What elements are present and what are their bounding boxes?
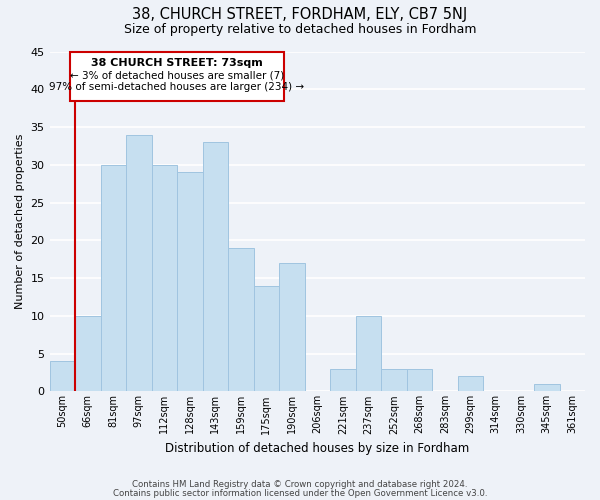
Bar [203,142,228,392]
Bar [381,368,407,392]
Bar [177,172,203,392]
Text: 38 CHURCH STREET: 73sqm: 38 CHURCH STREET: 73sqm [91,58,263,68]
Text: Contains public sector information licensed under the Open Government Licence v3: Contains public sector information licen… [113,488,487,498]
Bar [356,316,381,392]
Bar [330,368,356,392]
Bar [50,361,75,392]
Text: 38, CHURCH STREET, FORDHAM, ELY, CB7 5NJ: 38, CHURCH STREET, FORDHAM, ELY, CB7 5NJ [133,8,467,22]
Text: 97% of semi-detached houses are larger (234) →: 97% of semi-detached houses are larger (… [49,82,305,92]
FancyBboxPatch shape [70,52,284,100]
Bar [407,368,432,392]
Bar [279,263,305,392]
Bar [75,316,101,392]
X-axis label: Distribution of detached houses by size in Fordham: Distribution of detached houses by size … [165,442,469,455]
Bar [101,165,126,392]
Bar [534,384,560,392]
Bar [228,248,254,392]
Text: ← 3% of detached houses are smaller (7): ← 3% of detached houses are smaller (7) [70,70,284,81]
Bar [126,134,152,392]
Bar [152,165,177,392]
Text: Contains HM Land Registry data © Crown copyright and database right 2024.: Contains HM Land Registry data © Crown c… [132,480,468,489]
Bar [458,376,483,392]
Y-axis label: Number of detached properties: Number of detached properties [15,134,25,309]
Bar [254,286,279,392]
Text: Size of property relative to detached houses in Fordham: Size of property relative to detached ho… [124,22,476,36]
